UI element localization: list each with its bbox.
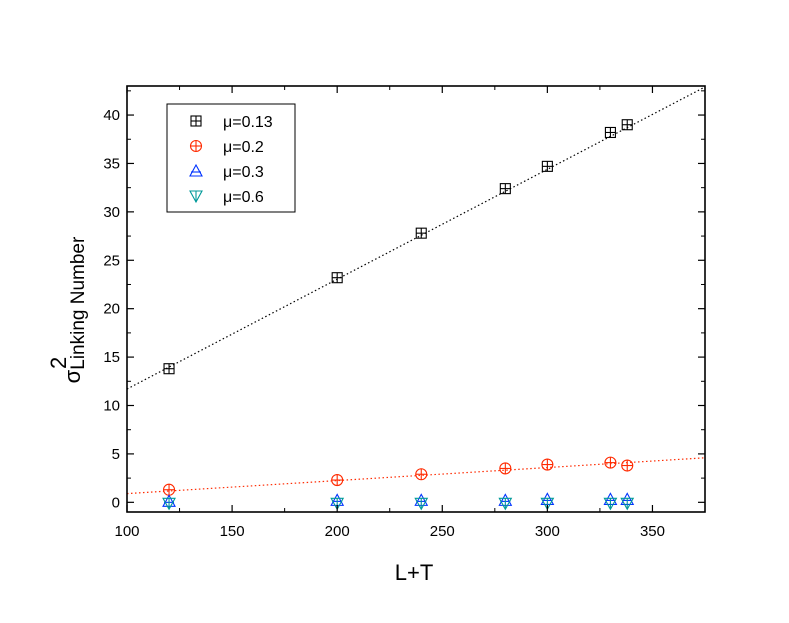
x-tick-label: 200 xyxy=(325,523,350,540)
data-point-s1-1 xyxy=(331,473,344,487)
data-point-s0-4 xyxy=(541,160,553,172)
data-point-s1-5 xyxy=(604,456,617,469)
y-tick-label: 5 xyxy=(112,446,120,463)
legend-marker-2 xyxy=(189,163,203,177)
data-point-s1-3 xyxy=(499,462,512,475)
plot-frame xyxy=(126,85,706,513)
legend-marker-3 xyxy=(189,190,203,204)
data-point-s3-6 xyxy=(620,497,635,511)
plot-layer xyxy=(127,86,705,511)
y-axis-symbol: σ xyxy=(60,369,85,383)
legend-label-2: μ=0.3 xyxy=(223,164,264,181)
data-point-s3-5 xyxy=(603,497,618,511)
y-tick-label: 15 xyxy=(103,349,120,366)
data-point-s0-6 xyxy=(621,119,633,131)
y-tick-label: 20 xyxy=(103,301,120,318)
data-point-s1-2 xyxy=(415,468,428,481)
y-tick-label: 40 xyxy=(103,107,120,124)
y-tick-label: 0 xyxy=(112,494,120,511)
data-point-s3-3 xyxy=(498,497,513,511)
data-point-s1-4 xyxy=(541,458,554,471)
svg-text:σLinking Number: σLinking Number xyxy=(60,236,89,383)
legend-box xyxy=(166,103,296,213)
data-point-s0-0 xyxy=(163,363,175,375)
data-point-s0-2 xyxy=(415,227,427,239)
axes-frame xyxy=(126,85,706,513)
legend: μ=0.13 μ=0.2 μ=0.3 μ=0.6 xyxy=(166,103,296,213)
fit-line-1 xyxy=(127,457,705,495)
x-tick-label: 150 xyxy=(220,523,245,540)
data-point-s0-1 xyxy=(331,272,343,284)
fit-line-0 xyxy=(127,86,705,390)
x-tick-label: 300 xyxy=(535,523,560,540)
legend-marker-0 xyxy=(190,115,202,127)
y-axis-title: σLinking Number 2 xyxy=(46,236,89,383)
data-point-s0-3 xyxy=(499,183,511,195)
x-tick-label: 100 xyxy=(114,523,139,540)
data-point-s1-0 xyxy=(162,483,176,496)
x-axis-title: L+T xyxy=(395,560,434,585)
y-tick-label: 10 xyxy=(103,398,120,415)
y-tick-label: 25 xyxy=(103,252,120,269)
y-axis-superscript: 2 xyxy=(46,357,71,369)
y-tick-label: 35 xyxy=(103,155,120,172)
plot-area xyxy=(127,86,705,511)
y-tick-label: 30 xyxy=(103,204,120,221)
axis-ticks: 100 150 200 250 300 350 0 5 10 15 20 25 30 35 40 xyxy=(103,86,705,540)
x-tick-label: 250 xyxy=(430,523,455,540)
data-point-s1-6 xyxy=(621,459,634,472)
y-axis-subscript: Linking Number xyxy=(68,236,89,370)
data-point-s0-5 xyxy=(604,126,616,139)
legend-label-0: μ=0.13 xyxy=(223,114,273,131)
legend-label-1: μ=0.2 xyxy=(223,139,264,156)
x-tick-label: 350 xyxy=(640,523,665,540)
legend-marker-1 xyxy=(189,139,203,153)
legend-label-3: μ=0.6 xyxy=(223,189,264,206)
data-point-s3-0 xyxy=(162,497,176,511)
data-point-s3-2 xyxy=(414,497,429,511)
